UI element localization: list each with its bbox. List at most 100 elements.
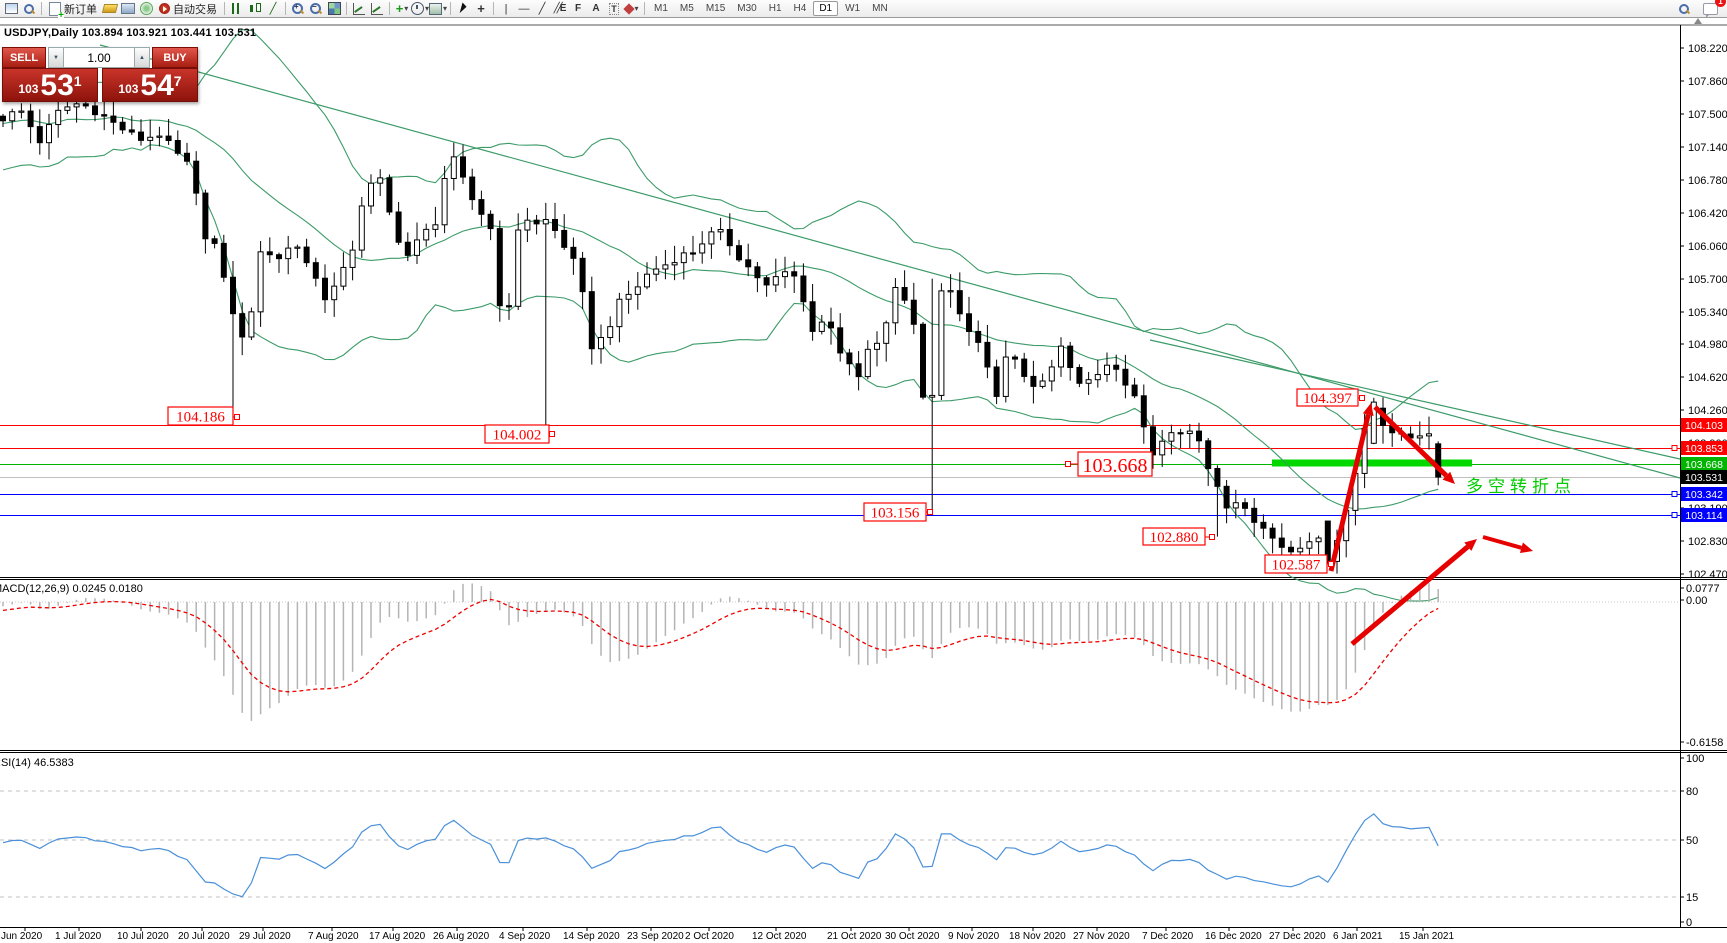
line-selection-handle[interactable] <box>1671 445 1678 451</box>
descending-trendline[interactable] <box>99 44 1681 479</box>
fibonacci-tool-button[interactable]: F <box>574 3 582 14</box>
tab-timeframe-m5[interactable]: M5 <box>679 3 694 14</box>
label-anchor-handle[interactable] <box>1065 461 1071 467</box>
search-icon[interactable] <box>1675 1 1693 17</box>
trend-arrow-head[interactable] <box>1519 542 1533 554</box>
label-anchor-handle[interactable] <box>234 414 240 420</box>
candle-body <box>147 136 154 141</box>
label-text: 104.186 <box>176 410 225 426</box>
gold-ingot-icon[interactable] <box>101 1 119 17</box>
price-label-104.397[interactable]: 104.397 <box>1296 388 1365 407</box>
candle-body <box>1205 440 1212 470</box>
tab-timeframe-d1[interactable]: D1 <box>813 1 839 16</box>
tab-timeframe-m1[interactable]: M1 <box>654 3 668 14</box>
label-anchor-handle[interactable] <box>549 431 555 437</box>
buy-price-display[interactable]: 103 54 7 <box>102 68 198 102</box>
tab-timeframe-mn[interactable]: MN <box>872 3 888 14</box>
tab-timeframe-h1[interactable]: H1 <box>768 3 782 14</box>
price-label-103.156[interactable]: 103.156 <box>863 502 933 522</box>
template-dropdown[interactable]: ▾ <box>429 1 447 17</box>
candle-body <box>1370 401 1377 444</box>
price-label-104.002[interactable]: 104.002 <box>484 424 555 444</box>
tab-timeframe-m30[interactable]: M30 <box>737 3 757 14</box>
price-label-102.587[interactable]: 102.587 <box>1264 554 1334 574</box>
volume-input[interactable]: 1.00 <box>64 47 134 68</box>
notifications-icon[interactable]: 1 <box>1701 0 1726 18</box>
candlestick-chart-button[interactable] <box>246 1 264 17</box>
text-tool-button[interactable]: A <box>592 3 600 14</box>
label-box[interactable] <box>1142 527 1206 546</box>
chart-window-icon[interactable] <box>2 1 20 17</box>
line-chart-button[interactable]: ╱ <box>269 3 277 15</box>
auto-scroll-button[interactable] <box>350 1 368 17</box>
trend-arrow[interactable] <box>1482 535 1522 550</box>
tab-timeframe-m15[interactable]: M15 <box>705 3 726 14</box>
shapes-dropdown[interactable]: ▾ <box>623 1 641 17</box>
chart-shift-button[interactable] <box>368 1 386 17</box>
vertical-line-tool-button[interactable]: | <box>504 2 508 15</box>
buy-button[interactable]: BUY <box>152 47 198 68</box>
crosshair-tool-button[interactable]: + <box>477 1 485 16</box>
market-watch-icon[interactable] <box>119 1 137 17</box>
price-label-103.668[interactable]: 103.668 <box>1065 451 1153 477</box>
descending-trendline[interactable] <box>1149 339 1681 460</box>
price-label-104.186[interactable]: 104.186 <box>167 406 240 426</box>
candle-body <box>460 156 466 178</box>
candle-body <box>165 135 172 141</box>
period-dropdown[interactable]: ▾ <box>411 1 429 17</box>
label-anchor-handle[interactable] <box>927 509 933 515</box>
cursor-tool-button[interactable] <box>454 1 472 17</box>
line-selection-handle[interactable] <box>1671 512 1678 518</box>
sell-price-display[interactable]: 103 53 1 <box>2 68 98 102</box>
label-box[interactable] <box>484 424 550 444</box>
candle-body <box>331 285 338 301</box>
trend-arrow-head[interactable] <box>1362 403 1374 416</box>
new-order-button[interactable]: 新订单 <box>45 1 101 19</box>
candle-body <box>1251 507 1258 523</box>
autotrading-button[interactable]: 自动交易 <box>155 1 221 17</box>
price-badge-103.531: 103.531 <box>1681 470 1727 484</box>
label-anchor-handle[interactable] <box>1209 534 1215 540</box>
rsi-level-label: 0 <box>1686 917 1692 929</box>
horizontal-line-tool-button[interactable]: — <box>518 2 530 15</box>
scroll-up-icon[interactable] <box>1694 18 1702 24</box>
sell-button[interactable]: SELL <box>2 47 46 68</box>
trend-arrow-head[interactable] <box>1464 539 1477 551</box>
price-label-102.880[interactable]: 102.880 <box>1142 527 1215 546</box>
bar-chart-button[interactable] <box>228 1 246 17</box>
label-anchor-handle[interactable] <box>1359 395 1365 401</box>
signals-icon[interactable] <box>137 1 155 17</box>
trend-arrow[interactable] <box>1373 405 1449 478</box>
new-order-icon <box>49 1 64 19</box>
add-indicator-dropdown[interactable]: + ▾ <box>395 0 409 16</box>
zoom-out-button[interactable]: − <box>307 1 325 17</box>
candle-body <box>36 126 43 144</box>
label-box[interactable] <box>1264 554 1328 574</box>
chart-profile-icon[interactable] <box>20 1 38 17</box>
tab-timeframe-h4[interactable]: H4 <box>793 3 807 14</box>
line-selection-handle[interactable] <box>1671 491 1678 497</box>
tab-timeframe-w1[interactable]: W1 <box>845 3 861 14</box>
channel-tool-button[interactable]: ╱╱ E <box>553 3 567 14</box>
candle-body <box>1177 432 1184 435</box>
label-box[interactable] <box>1296 388 1359 407</box>
separator <box>285 2 286 15</box>
volume-decrease-button[interactable]: ▼ <box>48 47 64 68</box>
label-anchor-handle[interactable] <box>1328 561 1334 567</box>
trend-arrow-head[interactable] <box>1442 471 1455 484</box>
trend-arrow[interactable] <box>1350 544 1470 646</box>
volume-increase-button[interactable]: ▲ <box>134 47 150 68</box>
label-box[interactable] <box>1077 451 1153 477</box>
one-click-trading-panel: SELL ▼ 1.00 ▲ BUY 103 53 1 103 54 7 <box>2 47 198 102</box>
candle-body <box>782 271 788 278</box>
trendline-tool-button[interactable]: ╱ <box>538 3 546 15</box>
trend-arrow[interactable] <box>1328 414 1371 572</box>
label-box[interactable] <box>863 502 927 522</box>
label-box[interactable] <box>167 406 234 426</box>
candle-body <box>883 322 890 344</box>
text-label-tool-button[interactable]: T <box>609 2 619 15</box>
candle-body <box>266 251 273 256</box>
zoom-in-button[interactable]: + <box>289 1 307 17</box>
tile-windows-button[interactable] <box>325 1 343 17</box>
